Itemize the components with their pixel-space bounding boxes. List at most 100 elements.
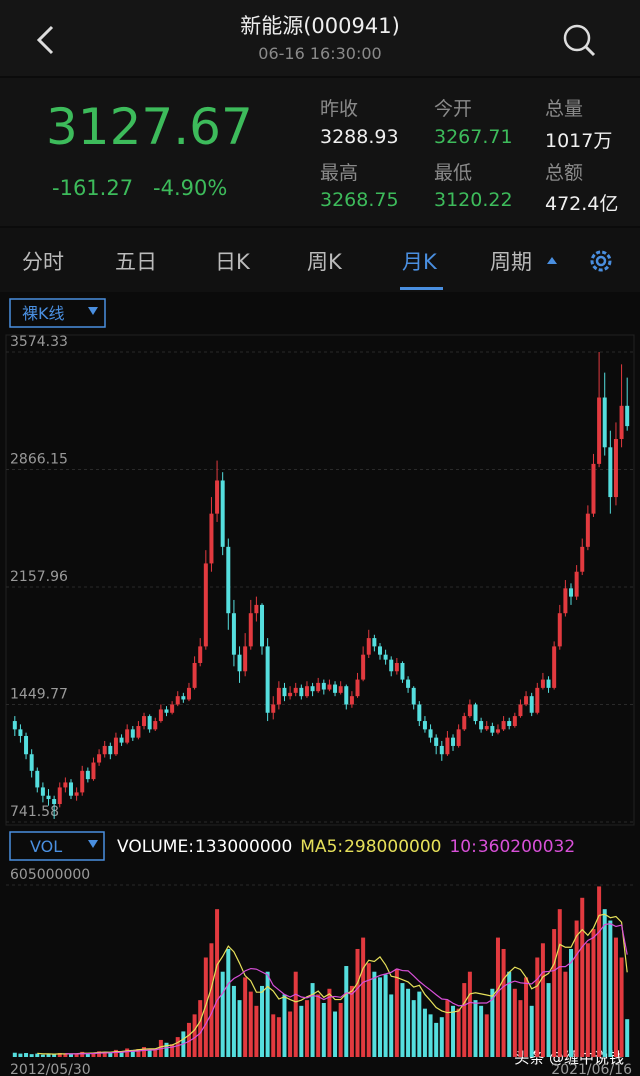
stat-label: 昨收: [320, 98, 359, 120]
candle-body: [602, 397, 607, 448]
stat-value: 3288.93: [320, 126, 399, 148]
candle-body: [181, 696, 186, 700]
volume-mode-button[interactable]: [9, 831, 105, 861]
candle-body: [260, 604, 265, 647]
volume-bar: [372, 971, 377, 1057]
candle-body: [316, 682, 321, 692]
volume-bar: [35, 1053, 40, 1057]
volume-bar: [57, 1053, 62, 1057]
candle-body: [74, 792, 79, 796]
candle-body: [102, 745, 107, 755]
candle-body: [518, 704, 523, 717]
volume-bar: [40, 1054, 45, 1057]
candle-body: [361, 654, 366, 680]
dropdown-arrow: [88, 307, 98, 315]
volume-bar: [164, 1042, 169, 1057]
volume-bar: [338, 1002, 343, 1057]
header: 新能源(000941) 06-16 16:30:00: [0, 0, 640, 76]
candle-body: [203, 563, 208, 647]
volume-bar: [507, 971, 512, 1057]
settings-button[interactable]: [586, 246, 616, 276]
volume-bar: [411, 1000, 416, 1057]
candle-body: [445, 737, 450, 755]
ma-line: [65, 923, 628, 1055]
tab[interactable]: 周K: [307, 250, 342, 274]
candle-body: [372, 638, 377, 647]
candle-body: [484, 726, 489, 730]
volume-bar: [473, 1000, 478, 1057]
volume-bar: [310, 983, 315, 1057]
candle-body: [113, 737, 118, 755]
volume-bar: [18, 1053, 23, 1057]
quote-panel: 3127.67 -161.27 -4.90% 昨收 3288.93 今开 326…: [0, 78, 640, 226]
volume-bar: [597, 886, 602, 1057]
candle-body: [18, 729, 23, 736]
candle-body: [400, 662, 405, 680]
volume-bar: [417, 991, 422, 1057]
legend-value: 133000000: [195, 837, 292, 857]
volume-bar: [226, 948, 231, 1057]
candle-body: [608, 447, 613, 498]
candle-body: [383, 654, 388, 660]
candle-body: [68, 782, 73, 796]
volume-bar: [383, 974, 388, 1057]
volume-bar: [394, 968, 399, 1057]
volume-bar: [74, 1053, 79, 1057]
tab[interactable]: 周期: [490, 250, 532, 274]
candle-body: [164, 709, 169, 713]
volume-bar: [136, 1049, 141, 1057]
candle-body: [175, 696, 180, 705]
kline-mode-button[interactable]: [9, 298, 106, 328]
candle-body: [377, 646, 382, 655]
candle-body: [153, 721, 158, 730]
candle-body: [529, 696, 534, 713]
candle-body: [215, 480, 220, 514]
volume-bar: [479, 1005, 484, 1057]
legend-name: 10:: [449, 837, 476, 857]
stat-label: 总量: [545, 98, 584, 120]
volume-bar: [209, 943, 214, 1057]
volume-bar: [484, 1014, 489, 1057]
volume-bar: [591, 929, 596, 1057]
volume-mode: VOL: [30, 837, 62, 856]
volume-bar: [585, 943, 590, 1057]
tab[interactable]: 日K: [215, 250, 250, 274]
candle-body: [186, 687, 191, 700]
candle-body: [338, 686, 343, 693]
candle-body: [97, 754, 102, 763]
tab[interactable]: 五日: [115, 250, 157, 274]
volume-bar: [113, 1049, 118, 1057]
candle-body: [563, 588, 568, 614]
candle-body: [271, 704, 276, 713]
volume-bar: [613, 937, 618, 1057]
stat-label: 今开: [434, 98, 473, 120]
candle-body: [321, 682, 326, 690]
search-button[interactable]: [560, 22, 600, 62]
y-tick-label: 2157.96: [10, 569, 68, 585]
tab[interactable]: 月K: [402, 250, 437, 274]
volume-bar: [52, 1054, 57, 1057]
back-button[interactable]: [34, 24, 56, 56]
period-tabs: 分时 五日 日K 周K 月K 周期: [0, 228, 640, 292]
volume-bar: [316, 994, 321, 1057]
candle-body: [243, 646, 248, 672]
volume-bar: [147, 1049, 152, 1057]
candle-body: [428, 729, 433, 738]
candle-body: [569, 588, 574, 597]
candle-body: [52, 799, 57, 805]
volume-bar: [282, 994, 287, 1057]
tab[interactable]: 分时: [22, 250, 64, 274]
volume-bar: [276, 1017, 281, 1057]
stat-value: 3120.22: [434, 189, 513, 211]
candle-body: [293, 687, 298, 693]
volume-bar: [546, 983, 551, 1057]
candle-body: [63, 782, 68, 788]
volume-bar: [254, 1005, 259, 1057]
volume-bar: [46, 1054, 51, 1057]
candle-body: [158, 709, 163, 722]
candle-body: [46, 795, 51, 800]
volume-bar: [524, 977, 529, 1057]
candle-body: [479, 721, 484, 730]
candle-body: [12, 721, 17, 730]
volume-bar: [265, 971, 270, 1057]
